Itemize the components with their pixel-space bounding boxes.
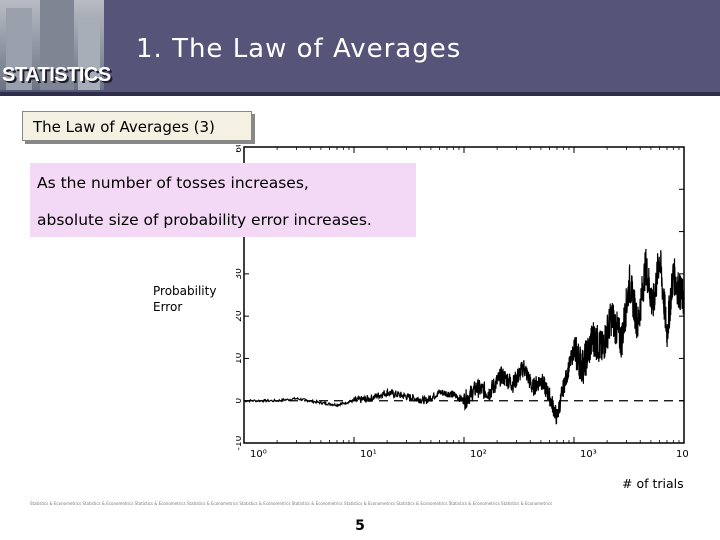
x-tick-label: 10³ — [580, 449, 597, 460]
y-tick-label: 30 — [236, 268, 244, 280]
footer-strip: Statistics & Econometrics Statistics & E… — [30, 501, 553, 506]
header-bar — [0, 0, 720, 96]
probability-error-line — [243, 248, 685, 425]
header-divider — [0, 92, 720, 96]
y-tick-label: 20 — [236, 310, 244, 322]
note-line-2: absolute size of probability error incre… — [37, 211, 372, 229]
x-tick-label: 10⁰ — [250, 449, 267, 460]
page-number: 5 — [355, 518, 365, 534]
x-tick-label: 10¹ — [360, 449, 377, 460]
x-axis-label: # of trials — [622, 476, 684, 491]
y-axis-label: Probability Error — [153, 283, 225, 315]
note-line-1: As the number of tosses increases, — [37, 174, 309, 192]
y-axis-label-text: Probability Error — [153, 284, 217, 314]
note-box: As the number of tosses increases, absol… — [30, 163, 416, 237]
page-title: 1. The Law of Averages — [136, 34, 462, 64]
statistics-logo: STATISTICS — [2, 64, 111, 86]
y-tick-label: 10 — [236, 352, 244, 364]
x-tick-label: 10² — [470, 449, 487, 460]
y-tick-label: 0 — [236, 398, 244, 404]
y-tick-label: 60 — [236, 145, 244, 153]
header-photo — [0, 0, 104, 90]
x-tick-label: 10⁴ — [676, 449, 688, 460]
y-tick-label: -10 — [236, 435, 244, 450]
subtitle-box: The Law of Averages (3) — [22, 111, 252, 141]
